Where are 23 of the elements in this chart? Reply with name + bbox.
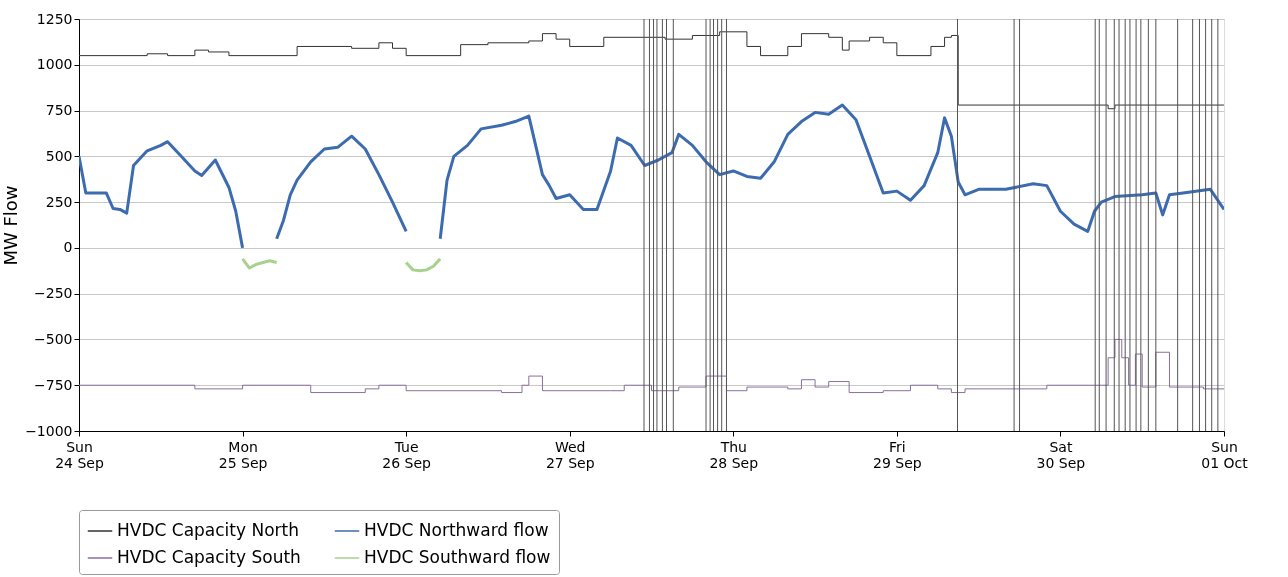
- x-tick-label: Sat 30 Sep: [1036, 438, 1086, 471]
- y-axis-title: MW Flow: [0, 185, 22, 266]
- y-tick-label: −750: [34, 376, 73, 393]
- legend-label: HVDC Capacity North: [117, 520, 300, 540]
- y-tick-label: −250: [34, 285, 73, 302]
- y-tick-label: 750: [45, 102, 73, 119]
- y-tick-label: 250: [45, 193, 73, 210]
- y-tick-label: −1000: [25, 422, 73, 439]
- legend-label: HVDC Capacity South: [117, 547, 301, 567]
- y-tick-label: 0: [63, 239, 73, 256]
- x-tick-label: Thu 28 Sep: [709, 438, 759, 471]
- x-tick-label: Sun 24 Sep: [55, 438, 104, 471]
- x-tick-label: Wed 27 Sep: [545, 438, 595, 471]
- x-tick-label: Fri 29 Sep: [873, 438, 922, 471]
- x-tick-label: Tue 26 Sep: [382, 438, 432, 471]
- y-tick-label: −500: [34, 330, 73, 347]
- legend-label: HVDC Southward flow: [364, 547, 551, 567]
- x-tick-label: Sun 01 Oct: [1201, 438, 1249, 471]
- x-tick-label: Mon 25 Sep: [218, 438, 268, 471]
- legend-label: HVDC Northward flow: [364, 520, 549, 540]
- y-tick-label: 1250: [36, 10, 73, 27]
- y-tick-label: 1000: [36, 56, 73, 73]
- y-tick-label: 500: [45, 147, 73, 164]
